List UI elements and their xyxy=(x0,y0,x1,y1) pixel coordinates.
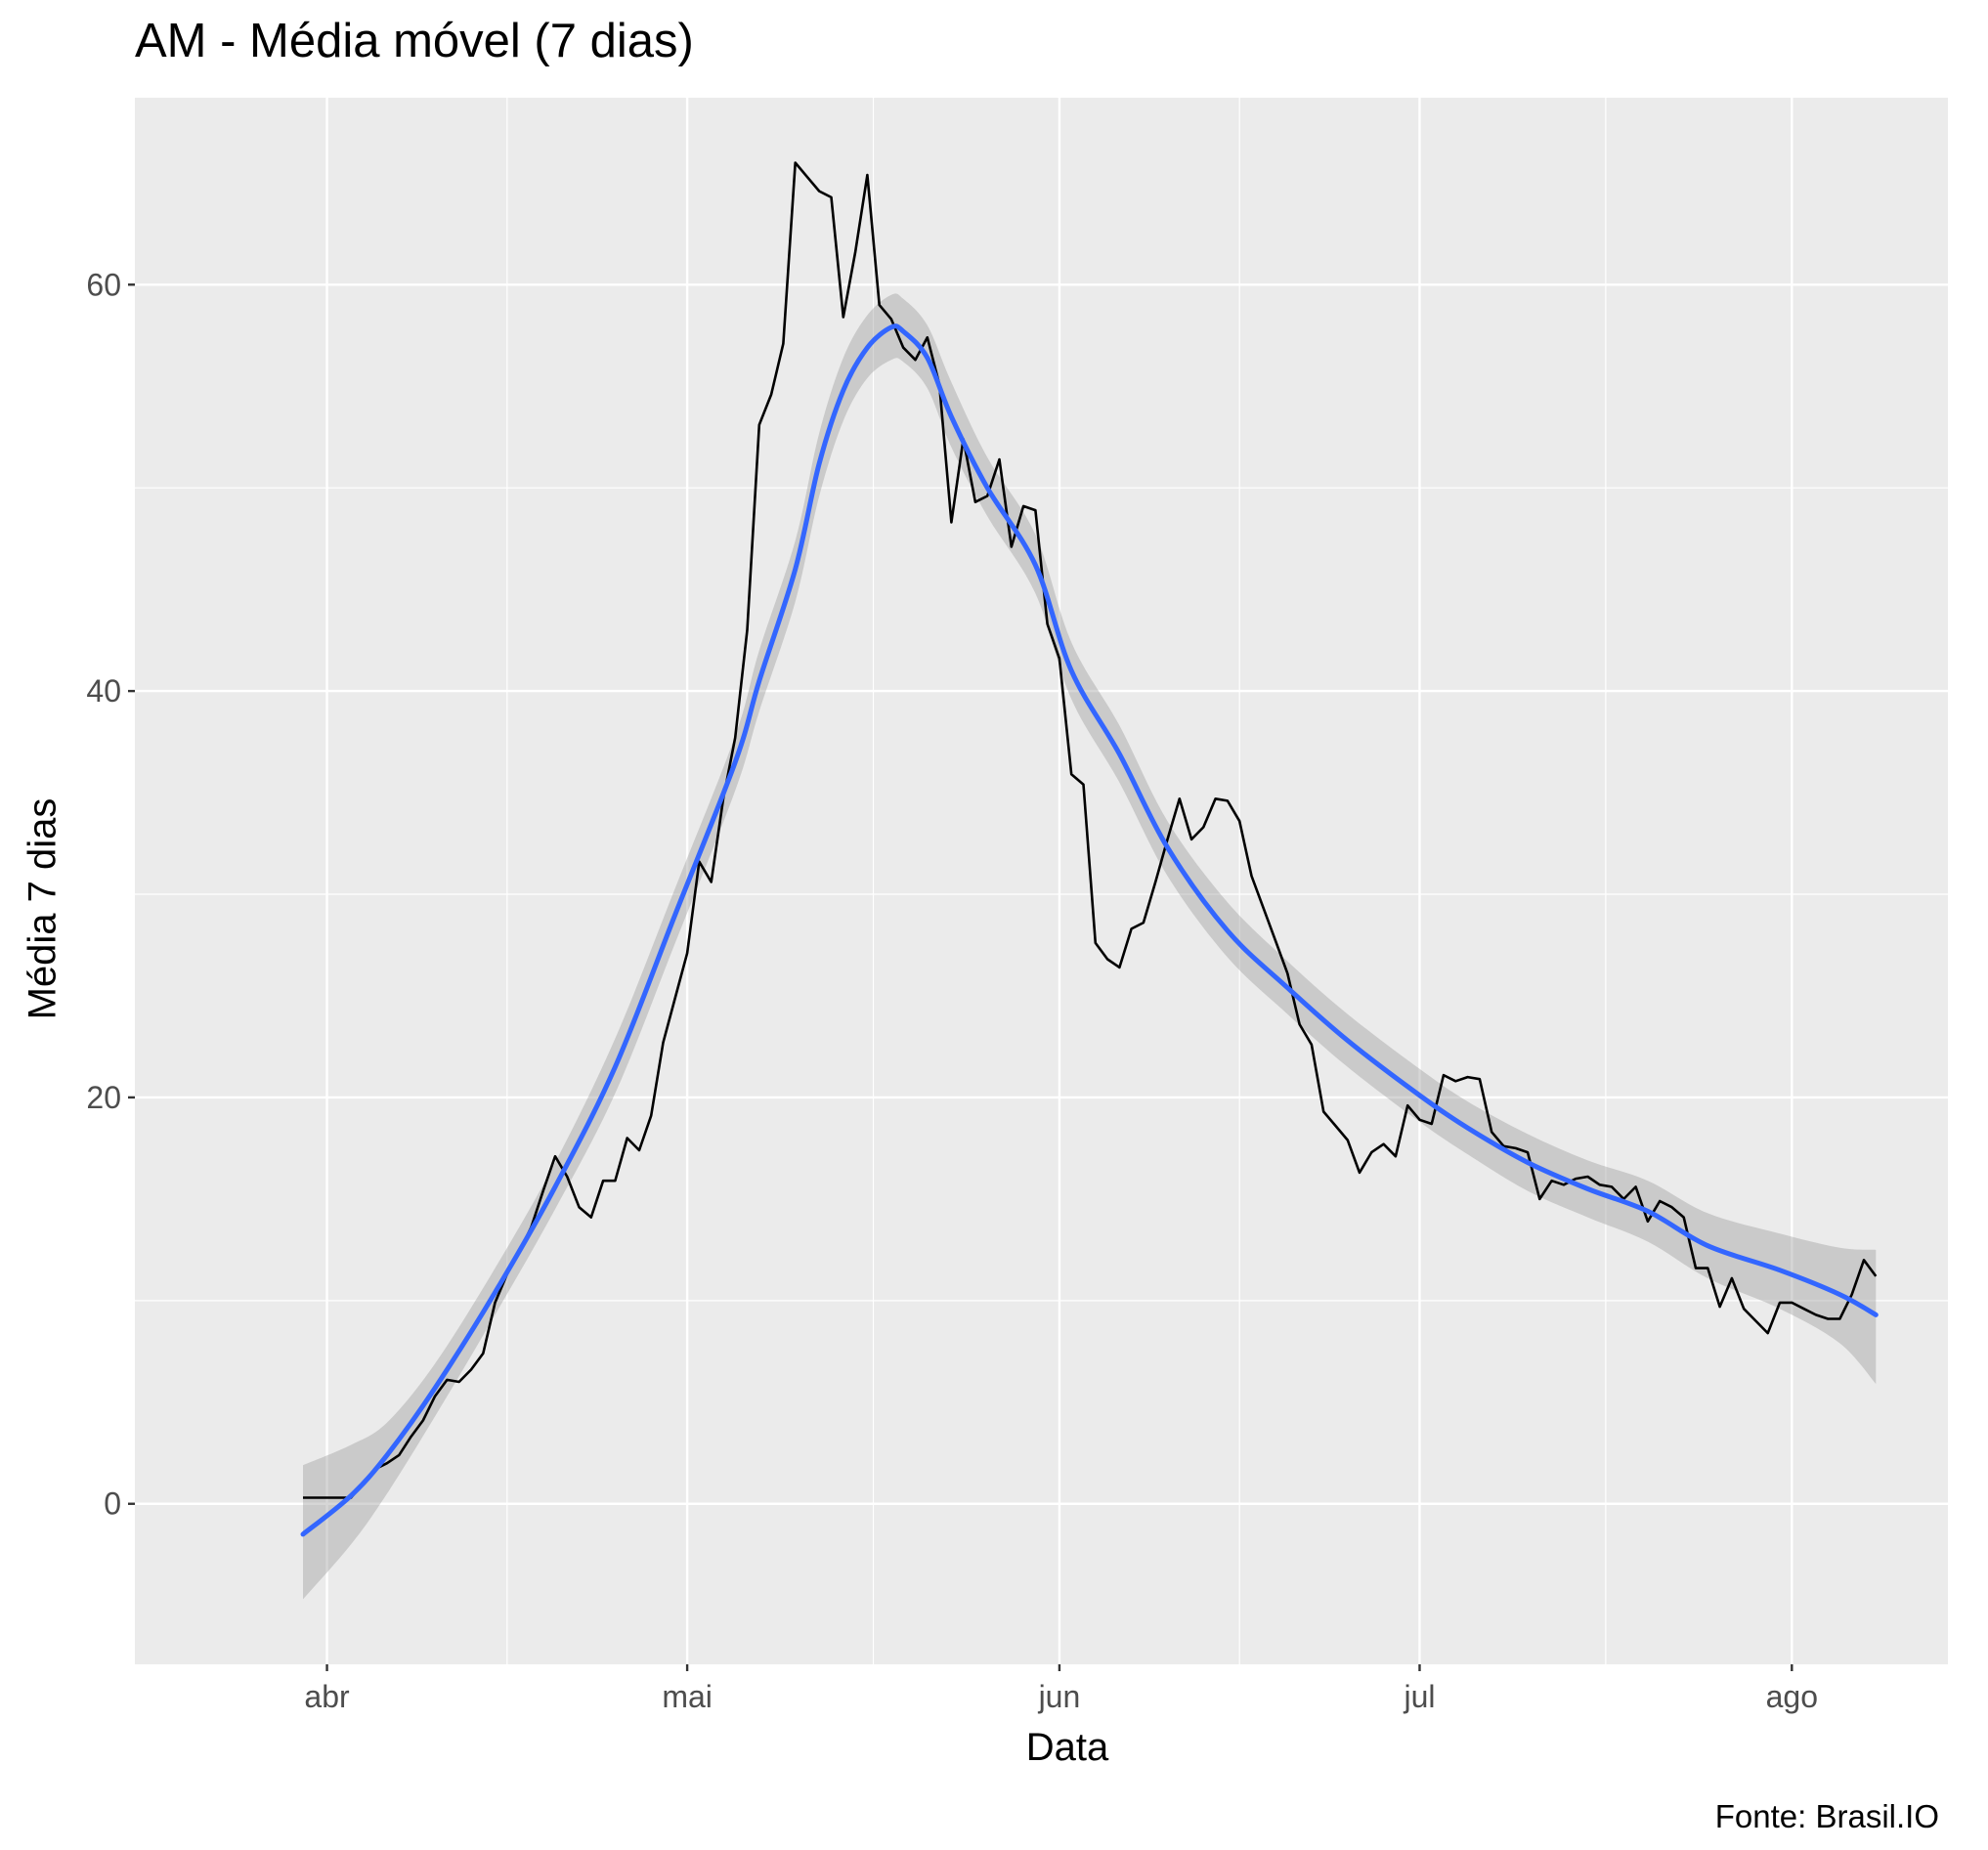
y-tick-label: 60 xyxy=(86,267,121,302)
x-tick-label: jun xyxy=(1038,1679,1081,1714)
y-tick-label: 20 xyxy=(86,1080,121,1115)
source-caption: Fonte: Brasil.IO xyxy=(1714,1798,1939,1834)
x-tick-label: ago xyxy=(1766,1679,1818,1714)
raw-series-layer xyxy=(303,161,1878,1499)
x-tick-label: mai xyxy=(662,1679,713,1714)
smooth-series-layer xyxy=(300,323,1879,1537)
chart-title: AM - Média móvel (7 dias) xyxy=(135,15,694,67)
x-axis-label: Data xyxy=(1025,1726,1109,1769)
y-tick-label: 40 xyxy=(86,673,121,709)
x-axis: abr mai jun jul ago xyxy=(304,1664,1818,1714)
major-gridlines xyxy=(135,98,1948,1664)
x-tick-label: jul xyxy=(1403,1679,1435,1714)
minor-gridlines xyxy=(135,98,1948,1664)
plot-panel-background xyxy=(135,98,1948,1664)
smooth-series-line xyxy=(300,323,1879,1537)
y-tick-label: 0 xyxy=(104,1486,121,1522)
raw-series-line xyxy=(303,161,1878,1499)
y-axis: 0 20 40 60 xyxy=(86,267,135,1522)
x-tick-label: abr xyxy=(304,1679,350,1714)
y-axis-label: Média 7 dias xyxy=(21,797,65,1020)
